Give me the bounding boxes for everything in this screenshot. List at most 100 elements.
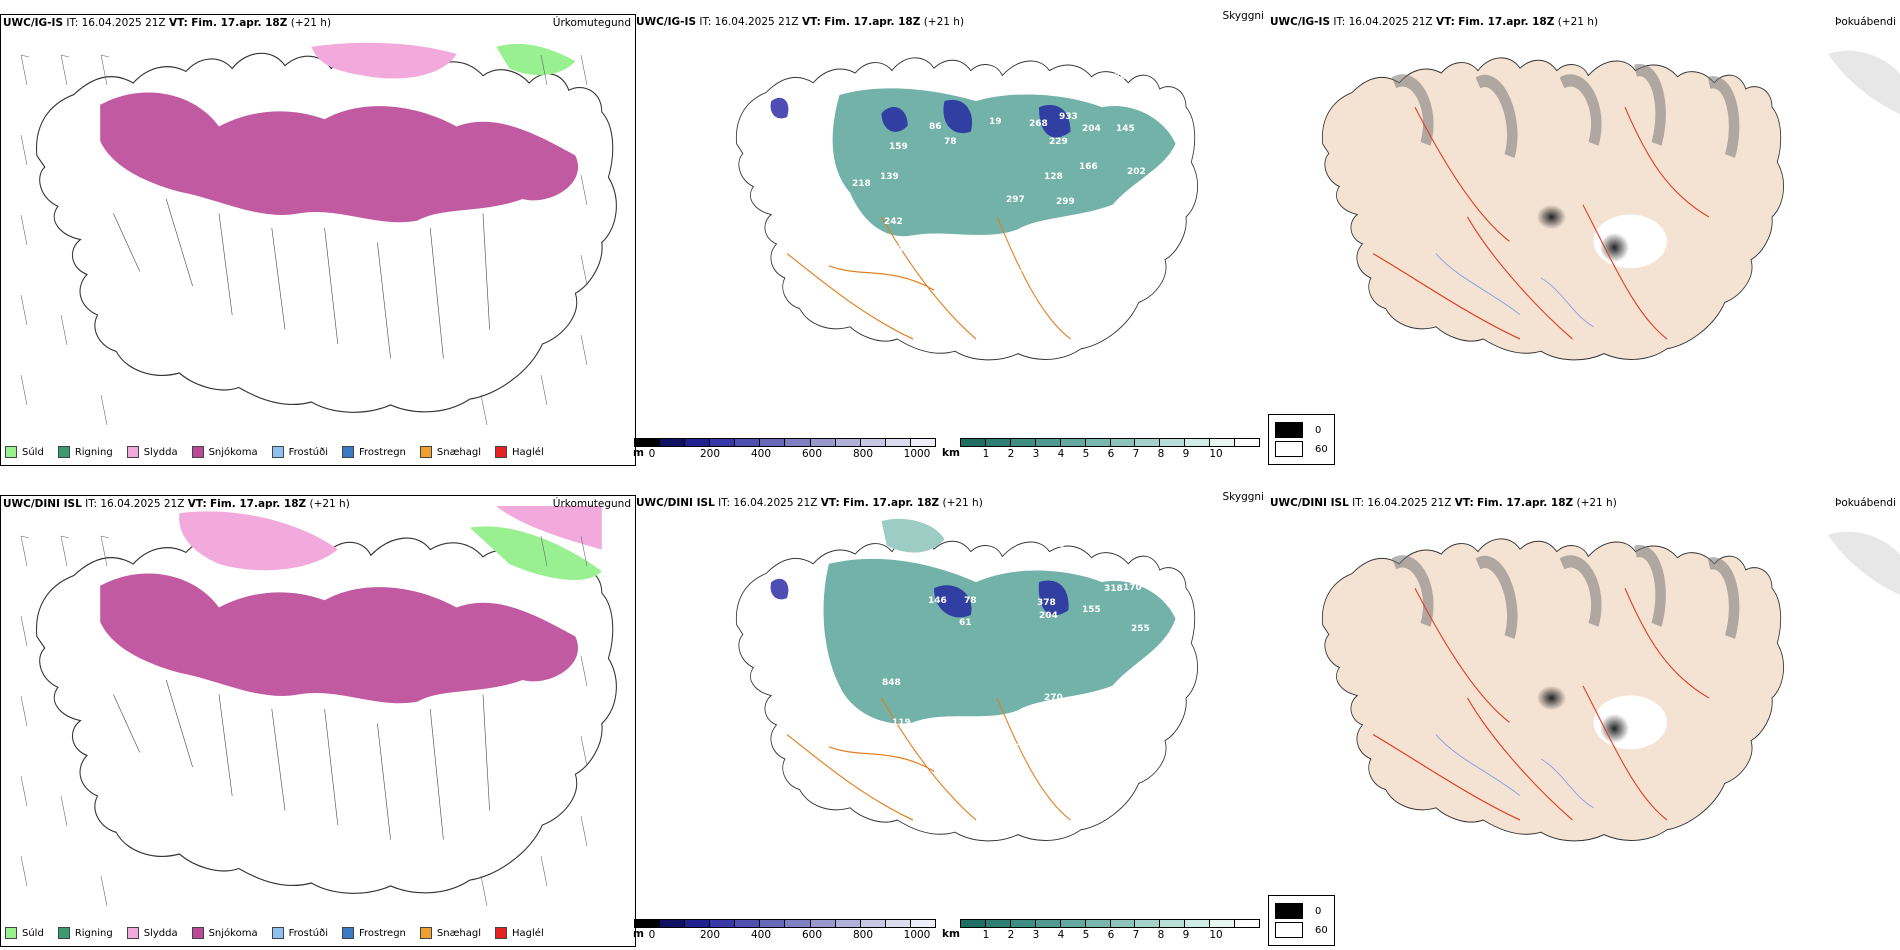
colorbar-ticks: 1 2 3 4 5 6 7 8 9 10	[960, 448, 1260, 461]
vis-label: 270	[1044, 693, 1063, 703]
fog-legend: 0 60	[1268, 414, 1335, 465]
tick-label: 0	[648, 448, 656, 460]
vis-label: 299	[1056, 197, 1075, 207]
legend-item: Frostregn	[342, 927, 406, 939]
tick-label: 1000	[903, 448, 931, 460]
colorbar-swatches	[634, 438, 936, 447]
vis-label: 297	[1006, 195, 1025, 205]
vis-label: 204	[1082, 124, 1101, 134]
colorbar-ticks: 0 200 400 600 800 1000	[634, 448, 936, 461]
vis-label: 933	[1059, 112, 1078, 122]
fog-legend-item: 0	[1275, 422, 1328, 438]
panel-title: UWC/IG-IS IT: 16.04.2025 21Z VT: Fim. 17…	[1270, 16, 1599, 28]
tick-label: 4	[1057, 929, 1065, 941]
vis-label: 202	[1127, 167, 1146, 177]
panel-variable: Þokuábendi	[1835, 16, 1896, 28]
ceiling-colorbar: 0 200 400 600 800 1000 m	[633, 438, 936, 461]
vis-label: 170	[1123, 583, 1142, 593]
tick-label: 9	[1182, 448, 1190, 460]
panel-variable: Úrkomutegund	[552, 498, 631, 510]
fog-legend: 0 60	[1268, 895, 1335, 946]
legend-item: Slydda	[126, 927, 178, 939]
visibility-map-top: 201 284 300 285 96 812 230 159 86 78 19 …	[708, 42, 1199, 361]
vis-label: 242	[884, 217, 903, 227]
legend-item: Snjókoma	[191, 446, 258, 458]
tick-label: 5	[1082, 448, 1090, 460]
tick-label: 1	[982, 929, 990, 941]
panel-variable: Skyggni	[1222, 491, 1265, 503]
legend-item: Snæhagl	[419, 927, 481, 939]
vis-label: 156	[1114, 264, 1133, 274]
panel-title: UWC/IG-IS IT: 16.04.2025 21Z VT: Fim. 17…	[3, 17, 332, 29]
vis-label: 215	[1046, 540, 1065, 550]
legend-item: Haglél	[495, 446, 544, 458]
tick-label: 1	[982, 448, 990, 460]
panel-variable: Skyggni	[1222, 10, 1265, 22]
panel-variable: Þokuábendi	[1835, 497, 1896, 509]
vis-label: 285	[834, 703, 853, 713]
vis-label: 268	[1029, 119, 1048, 129]
fog-legend-item: 60	[1275, 441, 1328, 457]
tick-label: 800	[852, 929, 874, 941]
fog-map-bottom	[1321, 531, 1900, 842]
vis-label: 117	[1114, 738, 1133, 748]
tick-label: 10	[1209, 929, 1223, 941]
colorbar-unit: m	[633, 447, 644, 459]
panel-title: UWC/DINI ISL IT: 16.04.2025 21Z VT: Fim.…	[636, 497, 983, 509]
wind-barbs-bottom	[20, 535, 588, 907]
vis-label: 166	[1079, 162, 1098, 172]
vis-label: 108	[718, 594, 737, 604]
tick-label: 8	[1157, 929, 1165, 941]
panel-title: UWC/IG-IS IT: 16.04.2025 21Z VT: Fim. 17…	[636, 16, 965, 28]
tick-label: 0	[648, 929, 656, 941]
vis-label: 118	[1019, 264, 1038, 274]
vis-label: 285	[718, 105, 737, 115]
legend-item: Frostúði	[271, 446, 328, 458]
legend-item: Frostúði	[271, 927, 328, 939]
colorbar-unit: km	[942, 447, 960, 459]
vis-label: 229	[1049, 137, 1068, 147]
colorbar-ticks: 1 2 3 4 5 6 7 8 9 10	[960, 929, 1260, 942]
vis-label: 171	[1016, 738, 1035, 748]
tick-label: 4	[1057, 448, 1065, 460]
vis-label: 78	[964, 596, 977, 606]
vis-label: 61	[959, 618, 972, 628]
vis-label: 300	[1114, 72, 1133, 82]
visibility-labels-top: 201 284 300 285 96 812 230 159 86 78 19 …	[708, 42, 1177, 274]
vis-label: 96	[708, 115, 721, 125]
vis-label: 86	[929, 122, 942, 132]
precip-panel-top: UWC/IG-IS IT: 16.04.2025 21Z VT: Fim. 17…	[0, 14, 636, 466]
tick-label: 600	[801, 448, 823, 460]
tick-label: 1000	[903, 929, 931, 941]
ceiling-colorbar: 0 200 400 600 800 1000 m	[633, 919, 936, 942]
vis-label: 318	[1104, 584, 1123, 594]
fog-panel-top: UWC/IG-IS IT: 16.04.2025 21Z VT: Fim. 17…	[1268, 14, 1900, 464]
visibility-panel-bottom: 210 215 503 318 170 108 238 320 261 848 …	[633, 491, 1335, 946]
tick-label: 5	[1082, 929, 1090, 941]
tick-label: 600	[801, 929, 823, 941]
tick-label: 400	[750, 448, 772, 460]
tick-label: 6	[1107, 929, 1115, 941]
tick-label: 200	[699, 929, 721, 941]
vis-label: 126	[944, 721, 963, 731]
precip-legend: Súld Rigning Slydda Snjókoma Frostúði Fr…	[5, 920, 558, 946]
vis-label: 387	[1041, 220, 1060, 230]
fog-panel-bottom: UWC/DINI ISL IT: 16.04.2025 21Z VT: Fim.…	[1268, 495, 1900, 945]
tick-label: 10	[1209, 448, 1223, 460]
vis-label: 128	[1044, 172, 1063, 182]
vis-label: 146	[928, 596, 947, 606]
vis-label: 230	[782, 122, 801, 132]
vis-label: 378	[1037, 598, 1056, 608]
tick-label: 6	[1107, 448, 1115, 460]
legend-item: Rigning	[57, 446, 113, 458]
vis-label: 238	[776, 620, 795, 630]
colorbar-swatches	[960, 919, 1260, 928]
vis-label: 210	[1026, 534, 1045, 544]
tick-label: 7	[1132, 448, 1140, 460]
tick-label: 7	[1132, 929, 1140, 941]
legend-item: Frostregn	[342, 446, 406, 458]
vis-label: 201	[1094, 42, 1113, 52]
wind-barbs-top	[20, 54, 588, 426]
fog-legend-item: 0	[1275, 903, 1328, 919]
tick-label: 200	[699, 448, 721, 460]
